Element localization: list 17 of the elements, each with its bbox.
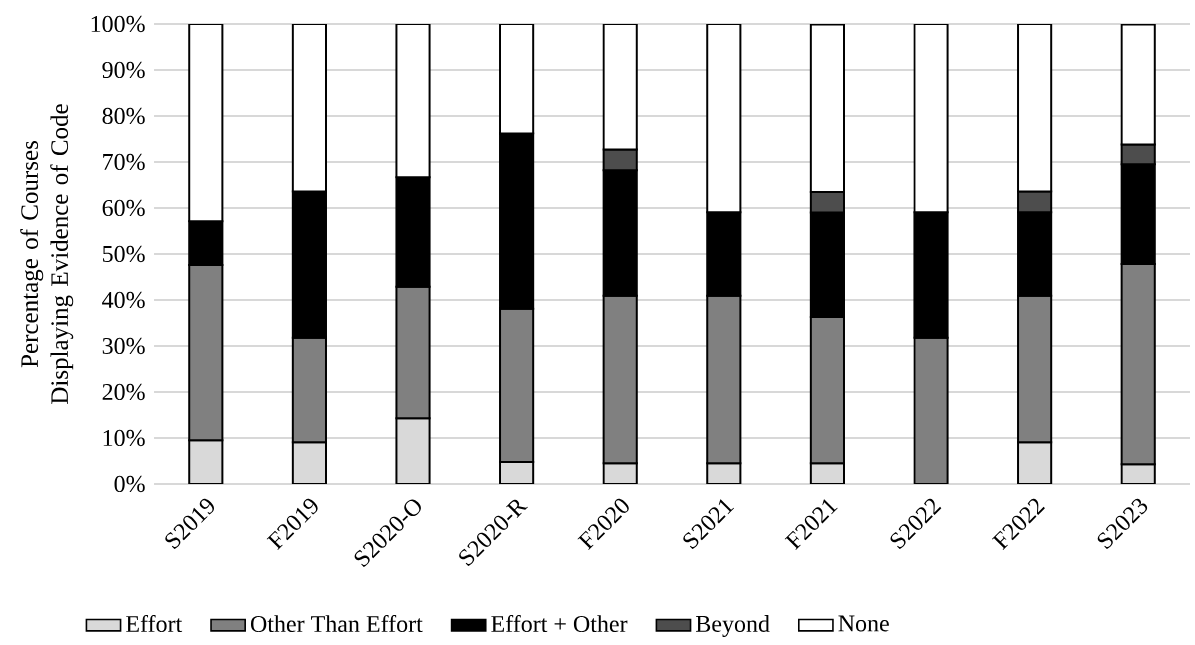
legend-label: Effort + Other: [491, 614, 628, 633]
y-tick-label: 60%: [102, 199, 145, 217]
y-tick-label: 40%: [102, 291, 145, 309]
legend-label: Beyond: [696, 615, 770, 637]
y-tick-label: 80%: [102, 107, 145, 125]
y-axis-title: Percentage of Courses Displaying Evidence of Code: [20, 104, 74, 404]
y-tick-label: 0%: [114, 475, 145, 493]
y-tick-label: 30%: [102, 337, 145, 355]
y-tick-label: 70%: [103, 153, 145, 171]
y-tick-label: 50%: [102, 245, 145, 263]
y-tick-label: 100%: [91, 15, 145, 33]
legend-label: Other Than Effort: [250, 614, 423, 633]
y-tick-label: 10%: [103, 429, 145, 447]
legend-label: Effort: [126, 614, 183, 633]
y-tick-label: 20%: [102, 383, 145, 401]
legend-label: None: [838, 615, 889, 632]
y-tick-label: 90%: [102, 61, 145, 79]
